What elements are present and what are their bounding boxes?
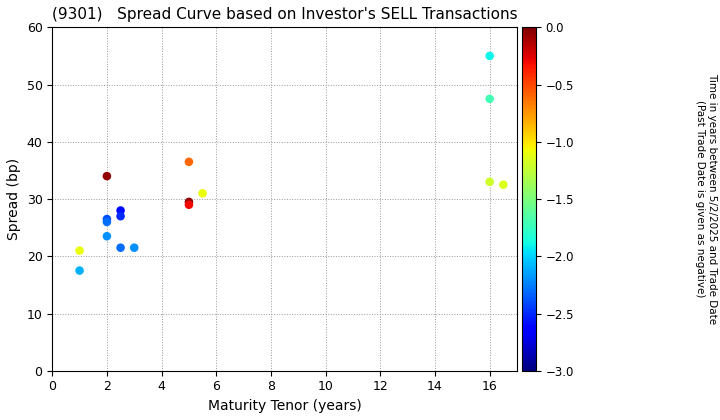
- Text: (9301)   Spread Curve based on Investor's SELL Transactions: (9301) Spread Curve based on Investor's …: [53, 7, 518, 22]
- Point: [484, 52, 495, 59]
- Y-axis label: Spread (bp): Spread (bp): [7, 158, 21, 240]
- Point: [114, 213, 126, 220]
- Point: [498, 181, 509, 188]
- Point: [484, 95, 495, 102]
- Point: [484, 178, 495, 185]
- X-axis label: Maturity Tenor (years): Maturity Tenor (years): [208, 399, 361, 413]
- Y-axis label: Time in years between 5/2/2025 and Trade Date
(Past Trade Date is given as negat: Time in years between 5/2/2025 and Trade…: [695, 74, 716, 325]
- Point: [114, 207, 126, 214]
- Point: [114, 244, 126, 251]
- Point: [183, 202, 194, 208]
- Point: [74, 247, 86, 254]
- Point: [183, 199, 194, 205]
- Point: [197, 190, 208, 197]
- Point: [183, 158, 194, 165]
- Point: [101, 233, 112, 239]
- Point: [128, 244, 140, 251]
- Point: [101, 216, 112, 223]
- Point: [101, 173, 112, 179]
- Point: [101, 218, 112, 225]
- Point: [74, 267, 86, 274]
